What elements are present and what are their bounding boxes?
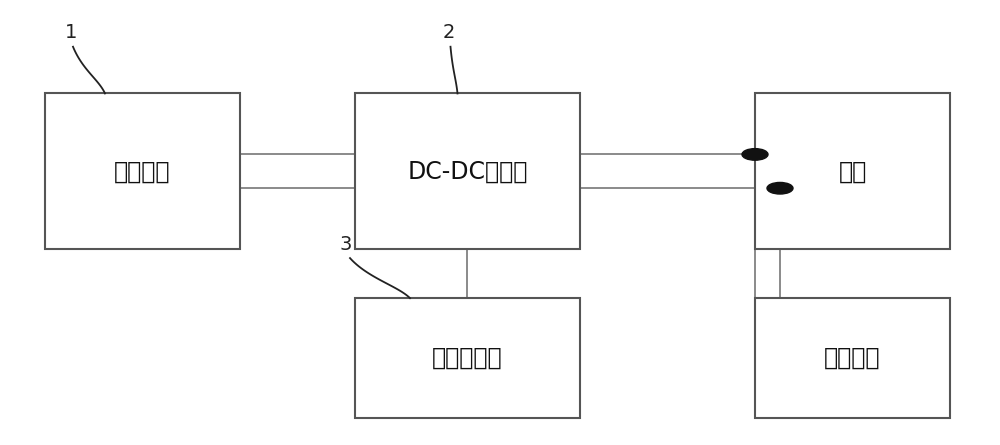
FancyBboxPatch shape [755,93,950,249]
FancyBboxPatch shape [45,93,240,249]
Text: 1: 1 [65,23,77,42]
FancyBboxPatch shape [755,298,950,418]
Text: 3: 3 [340,235,352,254]
Text: 动力电池: 动力电池 [824,346,881,370]
Circle shape [767,182,793,194]
Text: 2: 2 [442,23,455,42]
FancyBboxPatch shape [355,298,580,418]
FancyBboxPatch shape [355,93,580,249]
Text: 电机: 电机 [838,159,867,183]
Circle shape [742,149,768,160]
Text: 系统控制器: 系统控制器 [432,346,503,370]
Text: 燃料电池: 燃料电池 [114,159,171,183]
Text: DC-DC升压器: DC-DC升压器 [407,159,528,183]
